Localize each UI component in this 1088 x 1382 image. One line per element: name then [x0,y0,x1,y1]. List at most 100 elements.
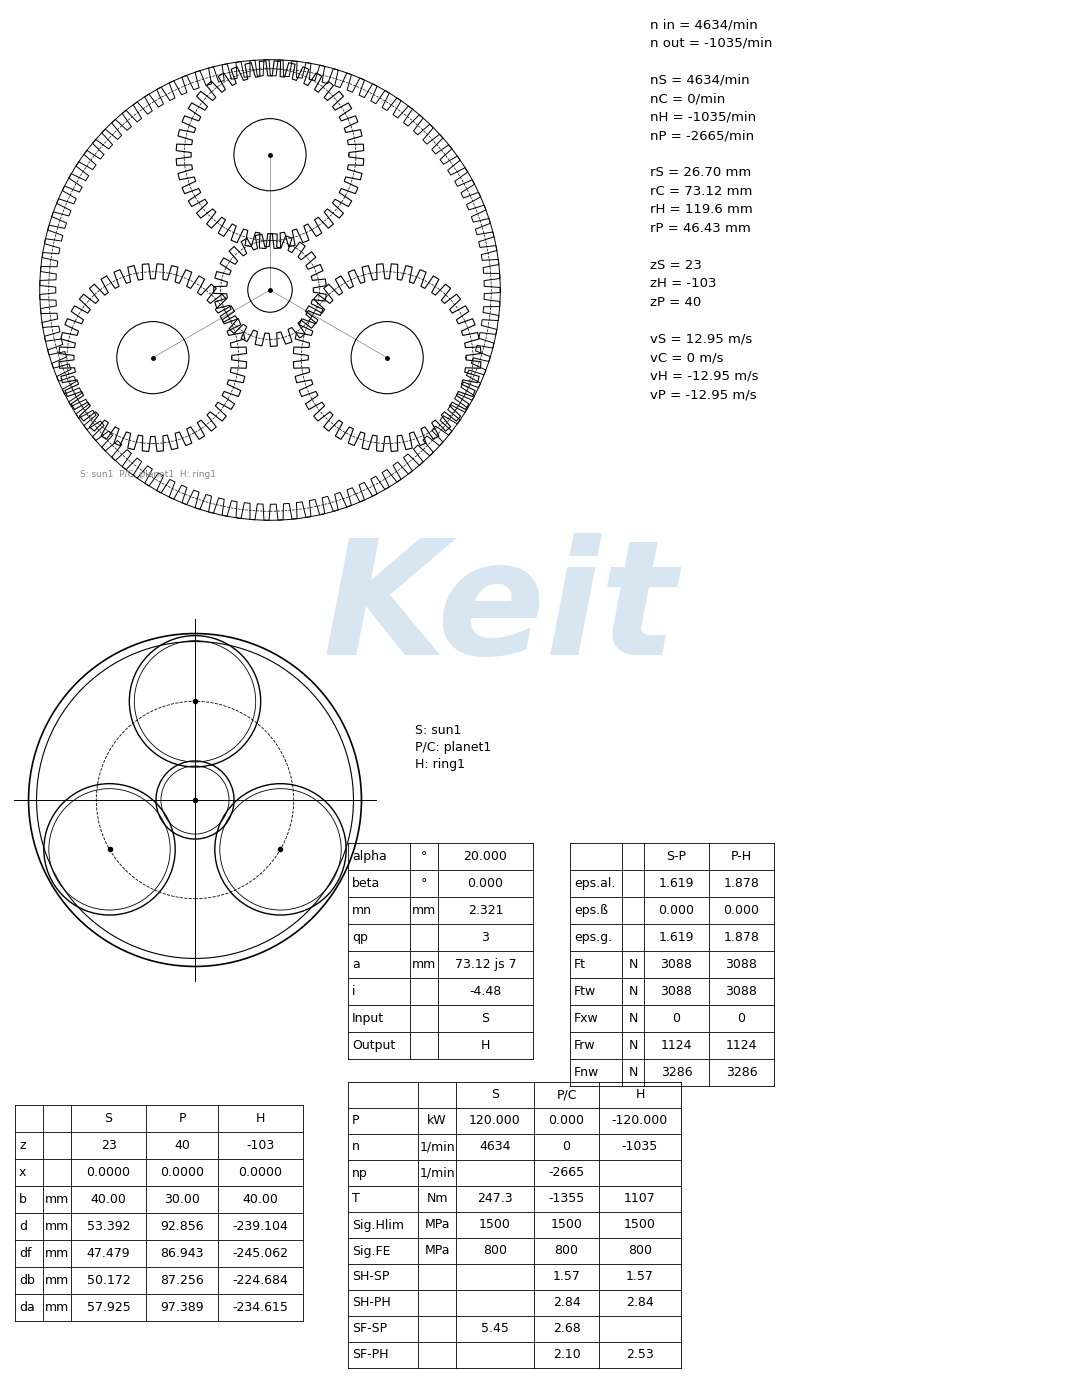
Text: SH-SP: SH-SP [353,1270,390,1284]
Text: 40.00: 40.00 [243,1193,279,1206]
Text: 0.0000: 0.0000 [87,1166,131,1179]
Text: z: z [18,1139,25,1153]
Text: df: df [18,1247,32,1260]
Text: S: S [491,1089,499,1101]
Text: SH-PH: SH-PH [353,1296,391,1310]
Text: 800: 800 [628,1245,652,1258]
Text: 800: 800 [555,1245,579,1258]
Text: eps.g.: eps.g. [574,931,613,944]
Text: vS = 12.95 m/s: vS = 12.95 m/s [650,333,752,346]
Text: 50.172: 50.172 [87,1274,131,1287]
Text: -245.062: -245.062 [233,1247,288,1260]
Text: 40.00: 40.00 [90,1193,126,1206]
Text: 1.878: 1.878 [724,931,759,944]
Text: -4.48: -4.48 [469,985,502,998]
Text: Input: Input [353,1012,384,1025]
Text: alpha: alpha [353,850,386,862]
Text: N: N [628,1012,638,1025]
Text: 2.10: 2.10 [553,1349,580,1361]
Text: SF-SP: SF-SP [353,1323,387,1335]
Text: nH = -1035/min: nH = -1035/min [650,111,756,123]
Text: H: H [256,1113,265,1125]
Text: 2.84: 2.84 [553,1296,580,1310]
Text: 3088: 3088 [660,985,692,998]
Text: °: ° [421,850,428,862]
Text: n in = 4634/min: n in = 4634/min [650,18,757,30]
Text: eps.al.: eps.al. [574,878,616,890]
Text: 3088: 3088 [726,958,757,972]
Text: T: T [353,1193,360,1205]
Text: 2.68: 2.68 [553,1323,580,1335]
Text: P/C: planet1: P/C: planet1 [415,741,492,755]
Text: -1035: -1035 [622,1140,658,1154]
Text: 87.256: 87.256 [160,1274,203,1287]
Text: 1.57: 1.57 [626,1270,654,1284]
Text: mm: mm [45,1193,70,1206]
Text: SF-PH: SF-PH [353,1349,388,1361]
Text: -239.104: -239.104 [233,1220,288,1233]
Text: 3088: 3088 [726,985,757,998]
Text: P/C: P/C [556,1089,577,1101]
Text: 0.000: 0.000 [468,878,504,890]
Text: 1500: 1500 [625,1219,656,1231]
Text: -2665: -2665 [548,1166,584,1179]
Text: -120.000: -120.000 [611,1114,668,1128]
Text: da: da [18,1300,35,1314]
Text: b: b [18,1193,27,1206]
Text: rP = 46.43 mm: rP = 46.43 mm [650,221,751,235]
Text: 92.856: 92.856 [160,1220,203,1233]
Text: vH = -12.95 m/s: vH = -12.95 m/s [650,369,758,383]
Text: 97.389: 97.389 [160,1300,203,1314]
Text: Keit: Keit [323,532,677,687]
Text: N: N [628,958,638,972]
Text: Nm: Nm [426,1193,448,1205]
Text: mm: mm [45,1274,70,1287]
Text: 1500: 1500 [551,1219,582,1231]
Text: 20.000: 20.000 [463,850,507,862]
Text: 57.925: 57.925 [87,1300,131,1314]
Text: 120.000: 120.000 [469,1114,521,1128]
Text: nS = 4634/min: nS = 4634/min [650,73,750,87]
Text: P: P [178,1113,186,1125]
Text: S-P: S-P [667,850,687,862]
Text: 1.878: 1.878 [724,878,759,890]
Text: nC = 0/min: nC = 0/min [650,93,726,105]
Text: H: ring1: H: ring1 [415,757,465,771]
Text: rC = 73.12 mm: rC = 73.12 mm [650,185,753,198]
Text: 1.57: 1.57 [553,1270,580,1284]
Text: Fnw: Fnw [574,1066,599,1079]
Text: P-H: P-H [731,850,752,862]
Text: S: S [482,1012,490,1025]
Text: mn: mn [353,904,372,918]
Text: 30.00: 30.00 [164,1193,200,1206]
Text: Fxw: Fxw [574,1012,598,1025]
Text: MPa: MPa [424,1245,449,1258]
Text: -1355: -1355 [548,1193,584,1205]
Text: 0.000: 0.000 [658,904,694,918]
Text: eps.ß: eps.ß [574,904,608,918]
Text: 0.000: 0.000 [724,904,759,918]
Text: kW: kW [428,1114,447,1128]
Text: 1124: 1124 [660,1039,692,1052]
Text: Frw: Frw [574,1039,595,1052]
Text: 0.000: 0.000 [548,1114,584,1128]
Text: i: i [353,985,356,998]
Text: 73.12 js 7: 73.12 js 7 [455,958,517,972]
Text: d: d [18,1220,27,1233]
Text: 86.943: 86.943 [160,1247,203,1260]
Text: 1.619: 1.619 [658,931,694,944]
Text: 1124: 1124 [726,1039,757,1052]
Text: rS = 26.70 mm: rS = 26.70 mm [650,166,751,180]
Text: np: np [353,1166,368,1179]
Text: zS = 23: zS = 23 [650,258,702,271]
Text: -234.615: -234.615 [233,1300,288,1314]
Text: S: sun1: S: sun1 [415,724,461,737]
Text: a: a [353,958,360,972]
Text: N: N [628,1039,638,1052]
Text: 5.45: 5.45 [481,1323,509,1335]
Text: 2.84: 2.84 [626,1296,654,1310]
Text: Sig.Hlim: Sig.Hlim [353,1219,404,1231]
Text: -103: -103 [246,1139,274,1153]
Text: mm: mm [412,958,436,972]
Text: 0: 0 [562,1140,570,1154]
